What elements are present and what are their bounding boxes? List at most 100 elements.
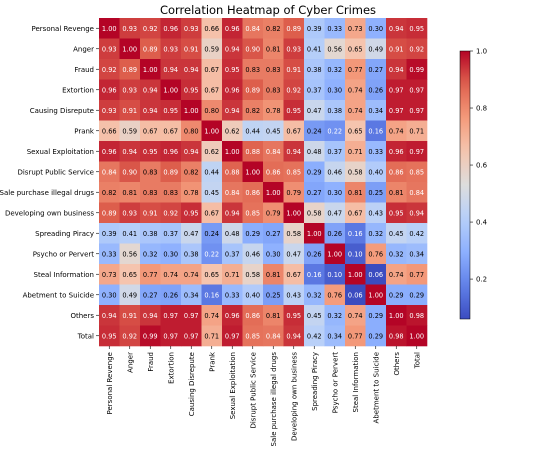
heatmap-cell: [406, 59, 428, 80]
cell-value-label: 0.80: [184, 127, 199, 135]
heatmap-cell: [140, 120, 161, 142]
heatmap-cell: [181, 243, 202, 265]
cell-value-label: 0.74: [348, 86, 363, 94]
cell-value-label: 0.16: [307, 271, 322, 279]
cell-value-label: 0.96: [225, 25, 240, 33]
heatmap-cell: [181, 161, 202, 183]
cell-value-label: 0.47: [307, 107, 322, 115]
heatmap-cell: [160, 284, 182, 306]
heatmap-cell: [386, 223, 407, 244]
cell-value-label: 0.96: [389, 148, 404, 156]
cell-value-label: 0.32: [307, 291, 322, 299]
cell-value-label: 0.34: [409, 250, 424, 258]
row-tick-label: Extortion: [62, 86, 94, 94]
cell-value-label: 0.48: [225, 230, 240, 238]
cell-value-label: 1.00: [204, 127, 219, 135]
heatmap-cell: [160, 59, 182, 80]
cell-value-label: 0.29: [245, 230, 260, 238]
cell-value-label: 0.93: [163, 45, 178, 53]
heatmap-cell: [222, 284, 243, 306]
heatmap-cell: [365, 79, 387, 101]
cell-value-label: 0.86: [266, 168, 281, 176]
cell-value-label: 0.24: [307, 127, 322, 135]
heatmap-cell: [181, 120, 202, 142]
heatmap-cell: [99, 141, 120, 162]
cell-value-label: 0.67: [204, 66, 219, 74]
column-tick-labels: Personal Revenge Anger Fraud Extortion Causi…: [106, 346, 421, 447]
heatmap-cell: [201, 284, 223, 306]
heatmap-cell: [99, 202, 120, 224]
cell-value-label: 0.56: [122, 250, 137, 258]
heatmap-cell: [283, 223, 305, 244]
heatmap-cell: [201, 305, 223, 326]
cell-value-label: 0.86: [245, 312, 260, 320]
heatmap-cell: [304, 243, 325, 265]
cell-value-label: 0.38: [143, 230, 158, 238]
cell-value-label: 0.96: [102, 148, 117, 156]
cell-value-label: 1.00: [102, 25, 117, 33]
heatmap-cell: [119, 79, 141, 101]
heatmap-cell: [324, 100, 346, 121]
cell-value-label: 0.29: [368, 332, 383, 340]
heatmap-cell: [222, 18, 243, 39]
row-tick-label: Anger: [73, 45, 94, 53]
cell-value-label: 0.97: [163, 312, 178, 320]
heatmap-cell: [201, 59, 223, 80]
cell-value-label: 0.16: [204, 291, 219, 299]
heatmap-cell: [160, 325, 182, 347]
heatmap-cell: [181, 38, 202, 60]
cell-value-label: 0.95: [143, 148, 158, 156]
column-tick-label: Sale purchase illegal drugs: [270, 352, 278, 447]
cell-value-label: 0.93: [122, 209, 137, 217]
heatmap-cell: [283, 243, 305, 265]
colorbar: 0.2 0.4 0.6 0.8 1.0: [459, 48, 488, 320]
heatmap-cell: [201, 182, 223, 203]
row-tick-label: Personal Revenge: [32, 25, 94, 33]
cell-value-label: 0.42: [409, 230, 424, 238]
cell-value-label: 0.90: [245, 45, 260, 53]
heatmap-cell: [386, 38, 407, 60]
cell-value-label: 0.89: [245, 86, 260, 94]
heatmap-cell: [365, 161, 387, 183]
heatmap-cell: [181, 264, 202, 285]
cell-value-label: 0.29: [409, 291, 424, 299]
cell-value-label: 0.33: [368, 148, 383, 156]
cell-value-label: 0.94: [286, 148, 301, 156]
heatmap-cell: [365, 264, 387, 285]
heatmap-cell: [140, 202, 161, 224]
cell-value-label: 0.95: [184, 209, 199, 217]
heatmap-cell: [201, 264, 223, 285]
heatmap-cell: [160, 141, 182, 162]
heatmap-cell: [304, 182, 325, 203]
heatmap-cell: [345, 79, 366, 101]
cell-value-label: 0.47: [286, 250, 301, 258]
cell-value-label: 0.83: [143, 168, 158, 176]
heatmap-cell: [365, 100, 387, 121]
heatmap-cell: [181, 79, 202, 101]
row-tick-label: Total: [77, 332, 94, 340]
heatmap-cell: [181, 305, 202, 326]
cell-value-label: 1.00: [122, 45, 137, 53]
cell-value-label: 0.45: [266, 127, 281, 135]
cell-value-label: 0.74: [348, 107, 363, 115]
heatmap-cell: [283, 161, 305, 183]
cell-value-label: 0.66: [102, 127, 117, 135]
heatmap-cell: [201, 202, 223, 224]
heatmap-cell: [201, 223, 223, 244]
column-tick-label: Prank: [208, 351, 216, 372]
heatmap-cell: [283, 18, 305, 39]
cell-value-label: 0.98: [389, 332, 404, 340]
heatmap-cell: [263, 182, 284, 203]
cell-value-label: 0.32: [389, 250, 404, 258]
cell-value-label: 0.74: [163, 271, 178, 279]
heatmap-cell: [201, 325, 223, 347]
cell-value-label: 0.34: [327, 332, 342, 340]
heatmap-cell: [222, 141, 243, 162]
cell-value-label: 0.93: [122, 86, 137, 94]
cell-value-label: 0.91: [122, 312, 137, 320]
heatmap-cell: [324, 243, 346, 265]
cell-value-label: 0.74: [204, 312, 219, 320]
heatmap-cell: [365, 202, 387, 224]
heatmap-cell: [345, 141, 366, 162]
